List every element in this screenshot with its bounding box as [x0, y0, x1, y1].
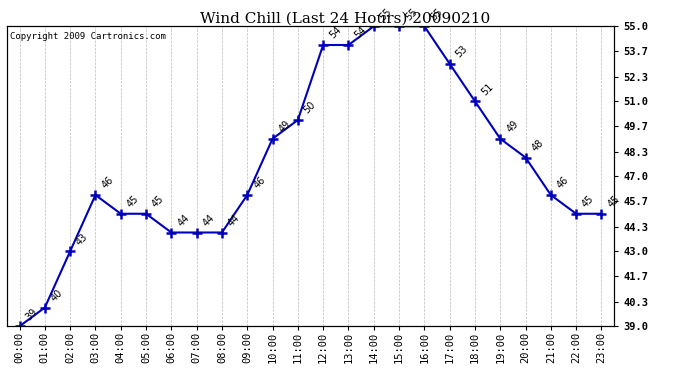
Text: 45: 45	[580, 194, 596, 210]
Text: 51: 51	[479, 81, 495, 97]
Text: 44: 44	[226, 213, 242, 228]
Text: 55: 55	[428, 6, 444, 22]
Text: 44: 44	[175, 213, 191, 228]
Text: Wind Chill (Last 24 Hours) 20090210: Wind Chill (Last 24 Hours) 20090210	[200, 11, 490, 25]
Text: 49: 49	[277, 119, 293, 135]
Text: 50: 50	[302, 100, 318, 116]
Text: 53: 53	[454, 44, 470, 60]
Text: 39: 39	[23, 306, 39, 322]
Text: 49: 49	[504, 119, 520, 135]
Text: 45: 45	[125, 194, 141, 210]
Text: 46: 46	[555, 175, 571, 191]
Text: 40: 40	[49, 288, 65, 303]
Text: 46: 46	[251, 175, 267, 191]
Text: 44: 44	[201, 213, 217, 228]
Text: 45: 45	[606, 194, 622, 210]
Text: 48: 48	[530, 138, 546, 153]
Text: Copyright 2009 Cartronics.com: Copyright 2009 Cartronics.com	[10, 32, 166, 41]
Text: 45: 45	[150, 194, 166, 210]
Text: 43: 43	[75, 231, 90, 247]
Text: 54: 54	[353, 25, 368, 41]
Text: 55: 55	[403, 6, 419, 22]
Text: 46: 46	[99, 175, 115, 191]
Text: 55: 55	[378, 6, 394, 22]
Text: 54: 54	[327, 25, 343, 41]
